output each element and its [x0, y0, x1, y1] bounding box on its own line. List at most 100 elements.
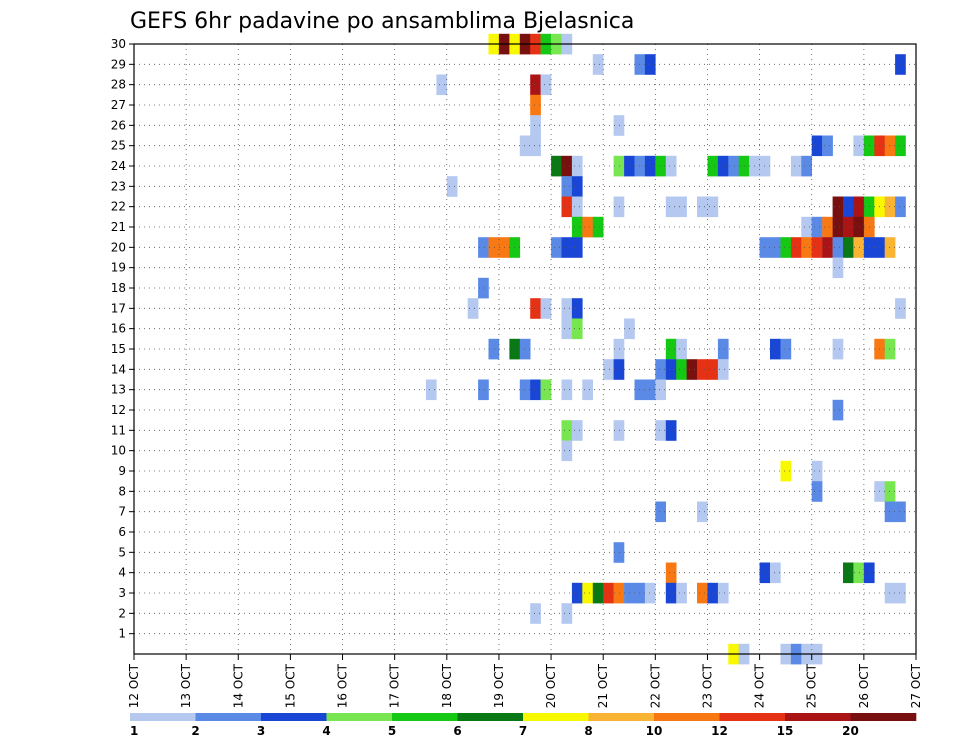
x-tick-label: 27 OCT — [909, 663, 923, 708]
heatmap-cell — [811, 216, 823, 238]
y-tick-label: 26 — [111, 118, 126, 132]
heatmap-cell — [613, 338, 625, 360]
heatmap-cell — [519, 338, 531, 360]
heatmap-cell — [843, 216, 854, 238]
heatmap-cell — [676, 196, 687, 218]
heatmap-cell — [613, 115, 625, 136]
heatmap-cell — [551, 155, 562, 177]
heatmap-cell — [519, 135, 531, 157]
heatmap-cell — [571, 196, 583, 218]
colorbar-swatch — [588, 713, 655, 721]
colorbar-label: 10 — [646, 724, 663, 738]
heatmap-cell — [697, 501, 708, 523]
heatmap-cell — [676, 338, 687, 360]
heatmap-cell — [895, 501, 906, 523]
heatmap-cell — [592, 582, 604, 604]
heatmap-cell — [488, 237, 500, 258]
x-tick-label: 22 OCT — [648, 663, 662, 708]
heatmap-cell — [811, 237, 823, 258]
heatmap-cell — [843, 196, 854, 218]
heatmap-cell — [613, 359, 625, 380]
y-tick-label: 23 — [111, 179, 126, 193]
heatmap-cell — [530, 298, 541, 319]
heatmap-cell — [770, 237, 781, 258]
heatmap-cell — [425, 379, 437, 401]
heatmap-cell — [665, 196, 677, 218]
heatmap-cell — [644, 379, 656, 401]
y-tick-label: 10 — [111, 444, 126, 458]
heatmap-cell — [822, 216, 833, 238]
heatmap-cell — [561, 420, 573, 441]
y-tick-label: 18 — [111, 281, 126, 295]
heatmap-cell — [561, 379, 573, 401]
heatmap-cell — [811, 481, 823, 502]
colorbar-label: 20 — [842, 724, 859, 738]
x-tick-label: 19 OCT — [492, 663, 506, 708]
y-tick-label: 17 — [111, 301, 126, 315]
heatmap-cell — [603, 359, 614, 380]
heatmap-cell — [592, 216, 604, 238]
heatmap-cell — [561, 298, 573, 319]
heatmap-cell — [676, 359, 687, 380]
heatmap-cell — [697, 582, 708, 604]
heatmap-cell — [832, 216, 844, 238]
y-tick-label: 5 — [118, 545, 126, 559]
heatmap-cell — [895, 582, 906, 604]
heatmap-cell — [478, 237, 489, 258]
heatmap-cell — [717, 155, 729, 177]
heatmap-cell — [790, 237, 802, 258]
heatmap-cell — [895, 135, 906, 157]
heatmap-cell — [582, 216, 593, 238]
heatmap-cell — [728, 155, 739, 177]
heatmap-cell — [540, 74, 552, 96]
heatmap-cell — [790, 155, 802, 177]
heatmap-cell — [780, 237, 792, 258]
heatmap-cell — [571, 582, 583, 604]
heatmap-cell — [644, 155, 656, 177]
heatmap-cell — [571, 318, 583, 340]
heatmap-cell — [884, 481, 896, 502]
x-tick-label: 18 OCT — [440, 663, 454, 708]
colorbar-label: 5 — [388, 724, 396, 738]
heatmap-cell — [832, 237, 844, 258]
heatmap-cell — [853, 237, 865, 258]
heatmap-cell — [770, 562, 781, 584]
y-tick-label: 16 — [111, 322, 126, 336]
colorbar-label: 3 — [257, 724, 265, 738]
x-tick-label: 20 OCT — [544, 663, 558, 708]
heatmap-cell — [655, 359, 666, 380]
colorbar-swatch — [654, 713, 720, 721]
y-tick-label: 8 — [118, 484, 126, 498]
heatmap-cell — [644, 54, 656, 75]
heatmap-cell — [832, 399, 844, 421]
heatmap-cell — [655, 155, 666, 177]
heatmap-cell — [780, 460, 792, 482]
heatmap-cell — [613, 582, 625, 604]
heatmap-cell — [530, 603, 541, 624]
y-tick-label: 22 — [111, 200, 126, 214]
y-tick-label: 25 — [111, 139, 126, 153]
heatmap-cell — [707, 155, 719, 177]
heatmap-cell — [571, 216, 583, 238]
heatmap-cell — [571, 176, 583, 197]
y-tick-label: 7 — [118, 505, 126, 519]
heatmap-cell — [519, 379, 531, 401]
heatmap-cell — [665, 359, 677, 380]
heatmap-cell — [822, 135, 833, 157]
y-tick-label: 15 — [111, 342, 126, 356]
heatmap-cell — [811, 135, 823, 157]
heatmap-cell — [561, 196, 573, 218]
colorbar-swatch — [523, 713, 589, 721]
heatmap-cell — [707, 359, 719, 380]
heatmap-cell — [884, 582, 896, 604]
heatmap-cell — [571, 420, 583, 441]
heatmap-cell — [884, 237, 896, 258]
heatmap-cell — [801, 155, 812, 177]
colorbar-swatch — [130, 713, 196, 721]
heatmap-cell — [770, 338, 781, 360]
heatmap-cell — [571, 298, 583, 319]
heatmap-cell — [697, 359, 708, 380]
heatmap-cell — [478, 277, 489, 299]
heatmap-cell — [582, 582, 593, 604]
colorbar-label: 12 — [711, 724, 728, 738]
